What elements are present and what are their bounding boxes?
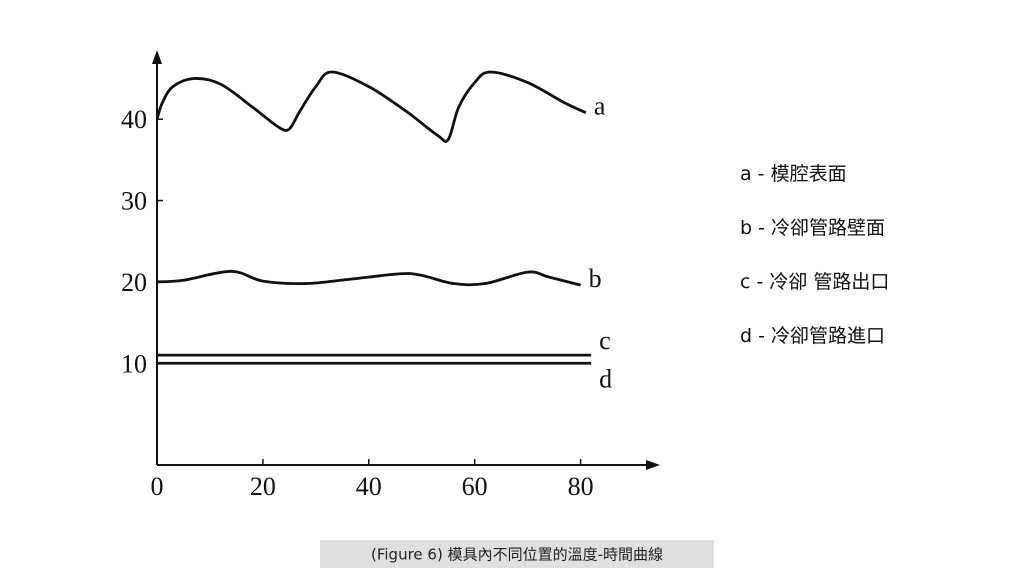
series-line [156,269,581,287]
series-label: d [599,364,612,393]
legend-entry: c - 冷卻 管路出口 [740,271,889,293]
y-tick-label: 30 [121,187,147,216]
x-tick-label: 80 [568,472,594,501]
legend-entry: b - 冷卻管路壁面 [740,217,885,239]
caption: (Figure 6) 模具內不同位置的溫度-時間曲線 [371,546,663,564]
legend-entry: d - 冷卻管路進口 [740,325,885,347]
caption-box [320,540,714,568]
series-label: c [599,326,611,355]
series-label: b [589,264,602,293]
series-line [155,70,587,143]
series-label: a [594,92,606,121]
x-arrow [646,460,660,470]
x-tick-label: 60 [462,472,488,501]
x-tick-label: 0 [151,472,164,501]
x-tick-label: 20 [250,472,276,501]
y-tick-label: 10 [121,349,147,378]
legend-entry: a - 模腔表面 [740,163,847,185]
y-tick-label: 20 [121,268,147,297]
y-arrow [152,50,162,64]
x-tick-label: 40 [356,472,382,501]
y-tick-label: 40 [121,105,147,134]
